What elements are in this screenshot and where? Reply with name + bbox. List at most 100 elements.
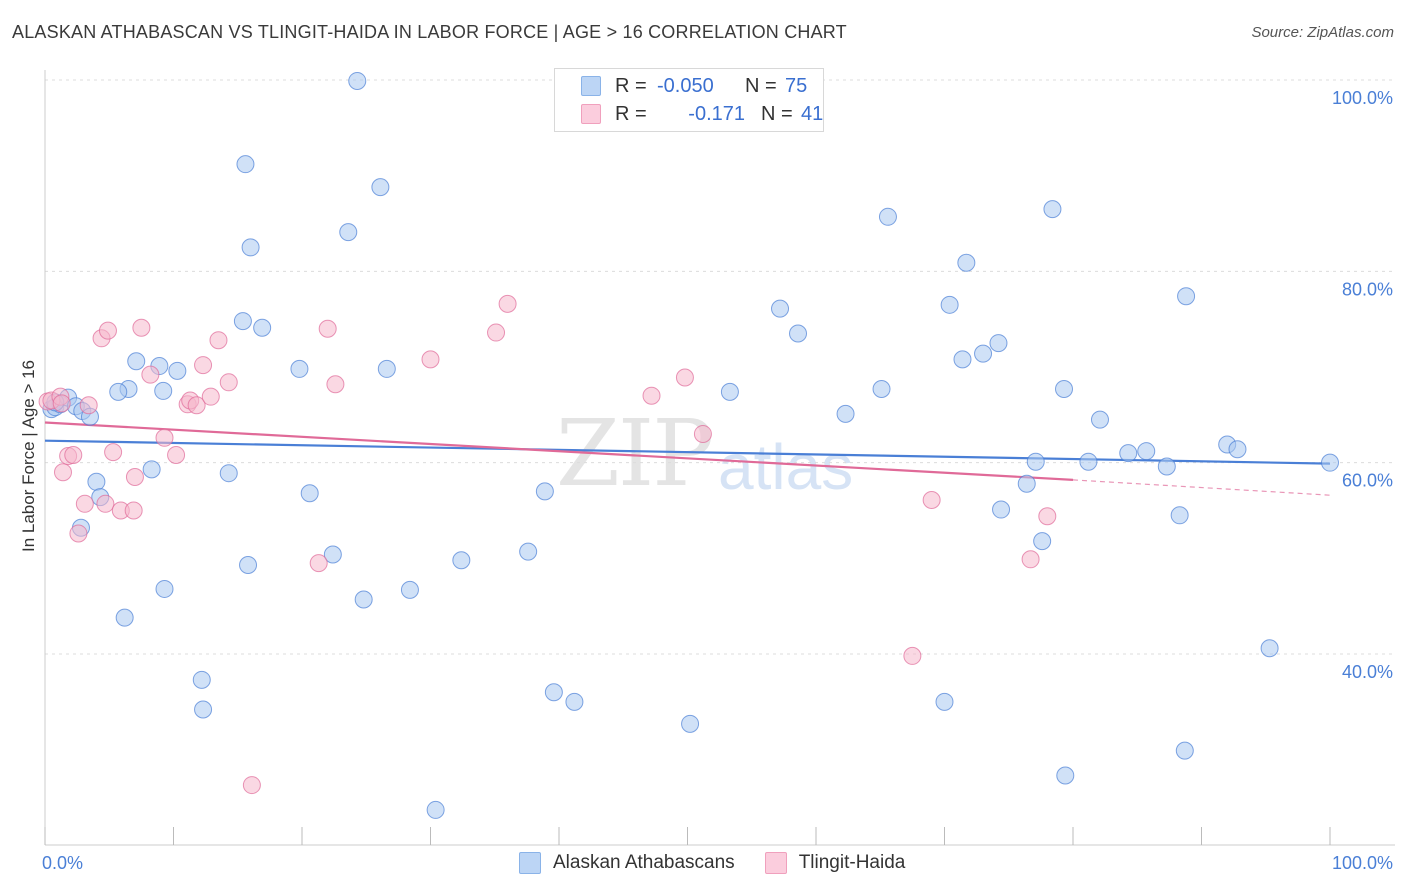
athabascan-point bbox=[720, 382, 739, 401]
tlingit-trend-line bbox=[44, 421, 1074, 481]
legend-item-tlingit: Tlingit-Haida bbox=[764, 852, 906, 874]
athabascan-point bbox=[300, 484, 319, 503]
x-tick-label: 0.0% bbox=[42, 853, 83, 873]
athabascan-point bbox=[771, 299, 790, 318]
tlingit-point bbox=[209, 331, 228, 350]
athabascan-trend-line bbox=[44, 439, 1331, 465]
tlingit-point bbox=[498, 294, 517, 313]
tlingit-point bbox=[167, 446, 186, 465]
tlingit-point bbox=[326, 375, 345, 394]
athabascan-point bbox=[354, 590, 373, 609]
athabascan-point bbox=[371, 178, 390, 197]
athabascan-point bbox=[155, 579, 174, 598]
athabascan-point bbox=[940, 295, 959, 314]
tlingit-point bbox=[141, 365, 160, 384]
tlingit-point bbox=[903, 646, 922, 665]
legend-label: Alaskan Athabascans bbox=[553, 852, 735, 873]
athabascan-point bbox=[127, 352, 146, 371]
athabascan-point bbox=[953, 350, 972, 369]
athabascan-point bbox=[535, 482, 554, 501]
athabascan-point bbox=[1017, 474, 1036, 493]
athabascan-point bbox=[974, 344, 993, 363]
data-points bbox=[38, 71, 1339, 819]
legend-r-label: R = bbox=[615, 74, 647, 97]
athabascan-point bbox=[1033, 532, 1052, 551]
tlingit-point bbox=[922, 490, 941, 509]
athabascan-point bbox=[1170, 506, 1189, 525]
athabascan-point bbox=[233, 312, 252, 331]
athabascan-point bbox=[836, 404, 855, 423]
source-label: Source: ZipAtlas.com bbox=[1251, 24, 1394, 41]
athabascan-point bbox=[339, 223, 358, 242]
legend-label: Tlingit-Haida bbox=[798, 852, 906, 873]
legend-item-athabascan: Alaskan Athabascans bbox=[519, 852, 735, 874]
tlingit-point bbox=[96, 494, 115, 513]
athabascan-point bbox=[219, 464, 238, 483]
legend-n-label: N = bbox=[745, 74, 777, 97]
athabascan-point bbox=[1090, 410, 1109, 429]
athabascan-point bbox=[789, 324, 808, 343]
athabascan-point bbox=[1079, 452, 1098, 471]
athabascan-point bbox=[1055, 380, 1074, 399]
tlingit-point bbox=[104, 443, 123, 462]
athabascan-point bbox=[168, 361, 187, 380]
tlingit-point bbox=[219, 373, 238, 392]
legend-n-label: N = bbox=[761, 102, 793, 125]
legend-n-value: 41 bbox=[801, 102, 824, 125]
athabascan-point bbox=[992, 500, 1011, 519]
athabascan-point bbox=[87, 472, 106, 491]
legend-swatch-blue bbox=[581, 76, 601, 96]
legend-swatch-pink bbox=[581, 104, 601, 124]
y-tick-label: 100.0% bbox=[1332, 88, 1393, 108]
athabascan-point bbox=[1026, 452, 1045, 471]
athabascan-point bbox=[241, 238, 260, 257]
athabascan-point bbox=[236, 155, 255, 174]
tlingit-point bbox=[132, 318, 151, 337]
tlingit-point bbox=[642, 386, 661, 405]
athabascan-point bbox=[142, 460, 161, 479]
athabascan-point bbox=[452, 551, 471, 570]
tlingit-point bbox=[693, 424, 712, 443]
axes bbox=[44, 70, 1395, 846]
athabascan-point bbox=[565, 692, 584, 711]
tlingit-point bbox=[194, 356, 213, 375]
tlingit-point bbox=[318, 319, 337, 338]
legend-r-value: -0.050 bbox=[657, 74, 714, 97]
athabascan-point bbox=[1177, 287, 1196, 306]
athabascan-point bbox=[323, 545, 342, 564]
athabascan-point bbox=[253, 318, 272, 337]
athabascan-point bbox=[109, 382, 128, 401]
athabascan-point bbox=[1137, 442, 1156, 461]
tlingit-point bbox=[53, 463, 72, 482]
athabascan-point bbox=[681, 714, 700, 733]
tlingit-point bbox=[487, 323, 506, 342]
tlingit-point bbox=[309, 554, 328, 573]
y-axis-label: In Labor Force | Age > 16 bbox=[19, 360, 38, 552]
athabascan-point bbox=[1056, 766, 1075, 785]
athabascan-point bbox=[1321, 453, 1339, 472]
stats-legend: R = -0.050 N = 75 R = -0.171 N = 41 bbox=[554, 68, 824, 132]
tlingit-point bbox=[52, 394, 71, 413]
athabascan-point bbox=[1228, 440, 1247, 459]
legend-n-value: 75 bbox=[785, 74, 808, 97]
legend-swatch-pink bbox=[764, 852, 787, 874]
athabascan-point bbox=[400, 580, 419, 599]
athabascan-point bbox=[194, 700, 213, 719]
tlingit-point bbox=[1038, 507, 1057, 526]
tlingit-point bbox=[125, 468, 144, 487]
tlingit-point bbox=[242, 776, 261, 795]
athabascan-point bbox=[1043, 200, 1062, 219]
athabascan-point bbox=[935, 692, 954, 711]
tlingit-point bbox=[79, 396, 98, 415]
tlingit-point bbox=[69, 524, 88, 543]
athabascan-point bbox=[989, 334, 1008, 353]
series-legend: Alaskan Athabascans Tlingit-Haida bbox=[519, 852, 935, 874]
athabascan-point bbox=[348, 71, 367, 90]
legend-swatch-blue bbox=[519, 852, 541, 874]
tlingit-point bbox=[187, 396, 206, 415]
legend-row-athabascan: R = -0.050 N = 75 bbox=[581, 73, 807, 99]
athabascan-point bbox=[192, 670, 211, 689]
y-tick-label: 60.0% bbox=[1342, 471, 1393, 491]
athabascan-point bbox=[290, 359, 309, 378]
